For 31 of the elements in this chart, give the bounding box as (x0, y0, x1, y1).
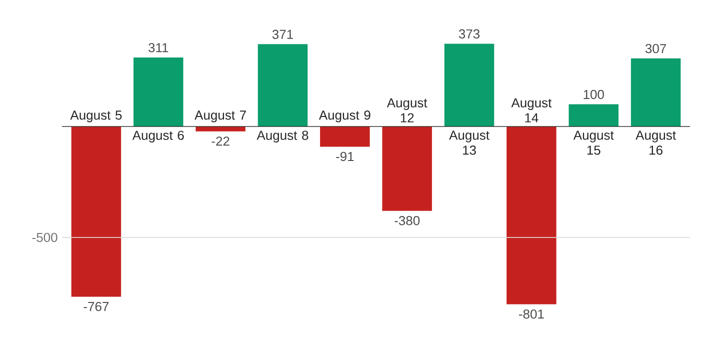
x-tick-label: August 5 (70, 110, 122, 122)
bar (258, 44, 308, 126)
bar (196, 126, 246, 132)
x-tick-label: August 16 (636, 130, 676, 155)
bar (444, 44, 494, 126)
data-label: -380 (394, 216, 420, 226)
x-tick-label: August 9 (318, 110, 370, 122)
x-tick-label: August 15 (573, 130, 614, 155)
data-label: 373 (458, 29, 480, 39)
x-tick-label: August 6 (132, 130, 184, 142)
data-label: 371 (272, 30, 293, 39)
bar (382, 126, 432, 211)
data-label: -767 (84, 302, 109, 312)
x-tick-label: August 14 (511, 98, 552, 122)
data-label: 100 (584, 90, 604, 100)
x-tick-label: August 13 (449, 130, 490, 155)
bar (630, 58, 681, 126)
bar (568, 104, 618, 126)
data-label: 307 (645, 44, 666, 54)
bar (506, 126, 556, 304)
x-tick-label: August 8 (256, 130, 308, 142)
bar (320, 126, 370, 147)
data-label: 311 (148, 43, 168, 52)
data-label: -91 (336, 152, 354, 162)
x-tick-label: August 7 (194, 110, 246, 122)
bar (71, 126, 122, 297)
bar (134, 57, 184, 126)
data-label: -22 (212, 136, 230, 146)
x-tick-label: August 12 (386, 98, 428, 122)
ref-line-label: -500 (32, 232, 58, 242)
data-label: -801 (519, 309, 544, 319)
